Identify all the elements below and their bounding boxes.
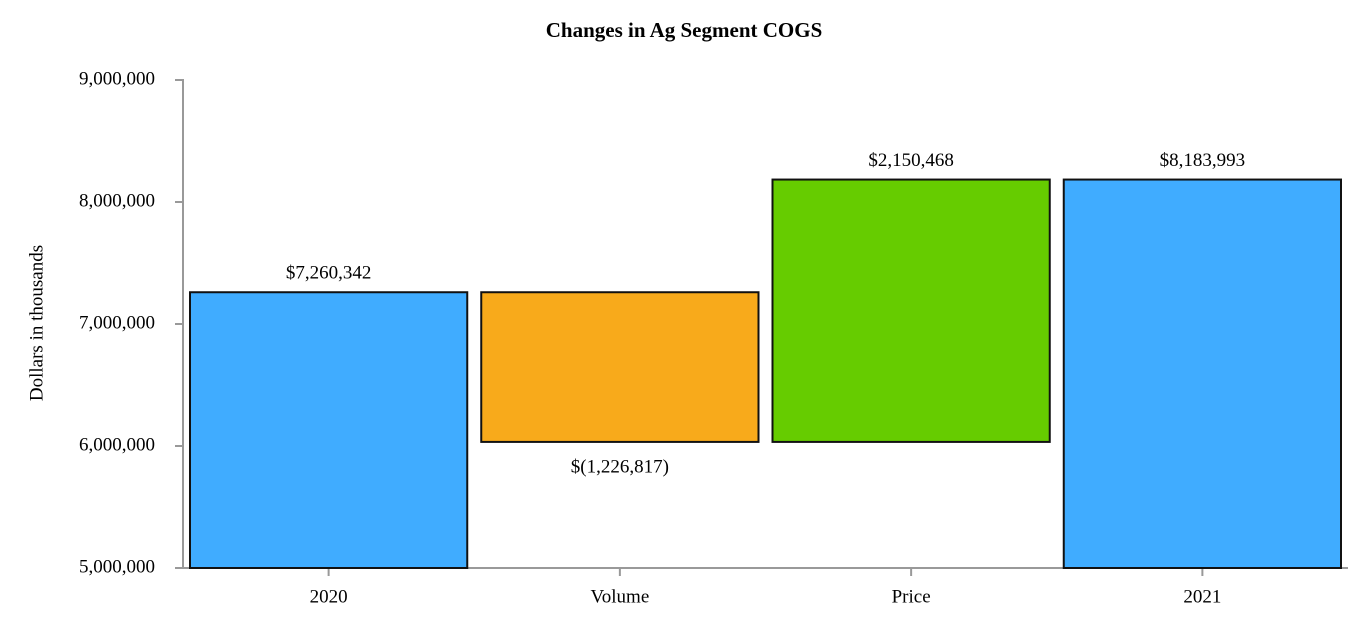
x-tick-label: 2020 [310,586,348,607]
y-axis-label: Dollars in thousands [26,245,47,401]
y-tick-label: 7,000,000 [79,312,155,333]
bar [189,291,469,569]
y-tick-label: 9,000,000 [79,68,155,89]
data-label: $(1,226,817) [571,456,669,477]
x-tick-label: Price [892,586,931,607]
bar [771,178,1051,443]
y-tick-label: 6,000,000 [79,434,155,455]
bar [480,291,760,443]
data-label: $8,183,993 [1160,150,1246,171]
x-tick-label: Volume [590,586,649,607]
y-tick-label: 5,000,000 [79,556,155,577]
x-tick-label: 2021 [1183,586,1221,607]
y-tick-label: 8,000,000 [79,190,155,211]
data-label: $2,150,468 [868,150,954,171]
chart-title: Changes in Ag Segment COGS [546,18,823,42]
bar [1062,178,1342,569]
data-label: $7,260,342 [286,263,372,284]
